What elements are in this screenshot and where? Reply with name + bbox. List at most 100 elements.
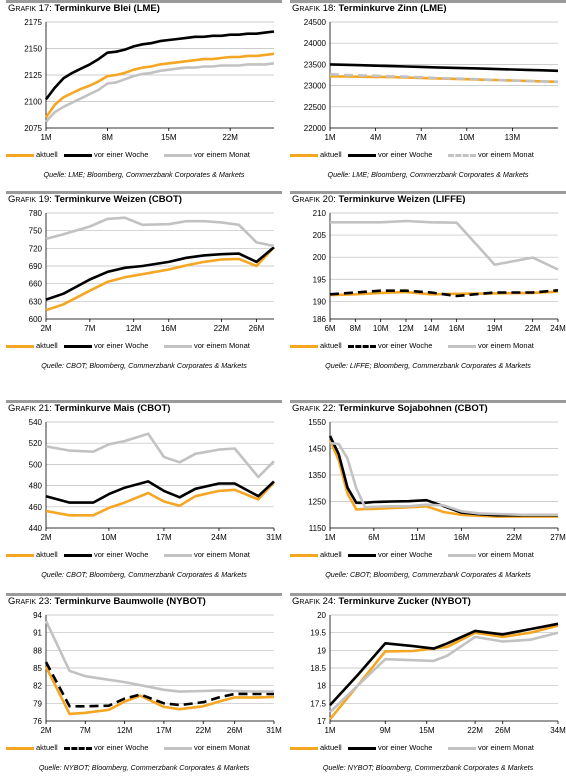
chart-title-text: Terminkurve Zucker (NYBOT) bbox=[338, 596, 471, 607]
panel-header-rule bbox=[290, 593, 566, 596]
y-tick-label: 460 bbox=[29, 503, 43, 512]
x-tick-label: 7M bbox=[416, 133, 427, 142]
chart-title-text: Terminkurve Baumwolle (NYBOT) bbox=[54, 596, 206, 607]
y-tick-label: 210 bbox=[313, 209, 327, 218]
chart-title: Grafik 20: Terminkurve Weizen (LIFFE) bbox=[292, 194, 465, 205]
chart-prefix: Grafik bbox=[292, 403, 323, 414]
series-line-2 bbox=[329, 289, 559, 298]
y-tick-label: 690 bbox=[29, 262, 43, 271]
y-tick-label: 22500 bbox=[304, 103, 327, 112]
legend-swatch bbox=[348, 154, 376, 157]
chart-source: Quelle: NYBOT; Bloomberg, Commerzbank Co… bbox=[322, 763, 534, 772]
legend-label: vor einem Monat bbox=[194, 743, 250, 752]
legend-swatch bbox=[164, 345, 192, 348]
x-tick-label: 17M bbox=[156, 533, 172, 542]
series-line-2 bbox=[44, 30, 275, 101]
chart-plot: 186 190 195 200 205 210 6M 8M 10M 12M 14M 16M 19M 22M… bbox=[313, 209, 566, 333]
y-tick-label: 17.5 bbox=[310, 699, 326, 708]
y-tick-label: 22000 bbox=[304, 124, 327, 133]
legend-swatch bbox=[448, 345, 476, 348]
chart-title: Grafik 21: Terminkurve Mais (CBOT) bbox=[8, 403, 170, 414]
y-tick-label: 20 bbox=[317, 611, 326, 620]
chart-plot: 76 79 82 85 88 91 94 2M 7M 12M 17M 22M 26M 31M bbox=[33, 611, 282, 735]
x-tick-label: 15M bbox=[419, 726, 435, 735]
panel-header-rule bbox=[6, 0, 282, 3]
series-line-2 bbox=[45, 246, 275, 301]
legend-swatch bbox=[448, 554, 476, 557]
x-tick-label: 12M bbox=[398, 324, 414, 333]
x-tick-label: 7M bbox=[80, 726, 91, 735]
legend-label: vor einem Monat bbox=[478, 550, 534, 559]
chart-title-text: Terminkurve Sojabohnen (CBOT) bbox=[338, 403, 488, 414]
x-tick-label: 22M bbox=[195, 726, 211, 735]
y-tick-label: 1350 bbox=[308, 471, 326, 480]
chart-panel-g21: Grafik 21: Terminkurve Mais (CBOT) 440 460… bbox=[6, 400, 282, 588]
legend-swatch bbox=[6, 154, 34, 157]
chart-prefix: Grafik bbox=[8, 194, 39, 205]
y-tick-label: 2100 bbox=[24, 98, 42, 107]
y-tick-label: 19.5 bbox=[310, 629, 326, 638]
x-tick-label: 1M bbox=[324, 533, 335, 542]
chart-title: Grafik 17: Terminkurve Blei (LME) bbox=[8, 3, 160, 14]
chart-source: Quelle: CBOT; Bloomberg, Commerzbank Cor… bbox=[41, 570, 247, 579]
legend-label: vor einer Woche bbox=[94, 150, 149, 159]
x-tick-label: 13M bbox=[505, 133, 521, 142]
x-tick-label: 16M bbox=[449, 324, 465, 333]
legend-label: vor einem Monat bbox=[194, 341, 250, 350]
x-tick-label: 4M bbox=[370, 133, 381, 142]
y-tick-label: 76 bbox=[33, 717, 42, 726]
legend-label: aktuell bbox=[320, 743, 342, 752]
legend-swatch bbox=[64, 554, 92, 557]
legend-label: vor einem Monat bbox=[194, 150, 250, 159]
x-tick-label: 27M bbox=[550, 533, 566, 542]
y-tick-label: 520 bbox=[29, 439, 43, 448]
legend-swatch bbox=[6, 345, 34, 348]
chart-plot: 1150 1250 1350 1450 1550 1M 6M 11M 16M 22M 27M bbox=[308, 418, 566, 542]
x-tick-label: 6M bbox=[368, 533, 379, 542]
y-tick-label: 190 bbox=[313, 297, 327, 306]
panel-header-rule bbox=[290, 0, 566, 3]
chart-number: 20: bbox=[322, 194, 339, 205]
legend-swatch bbox=[448, 747, 476, 750]
y-tick-label: 94 bbox=[33, 611, 42, 620]
legend-swatch bbox=[448, 154, 476, 157]
legend-label: vor einem Monat bbox=[478, 341, 534, 350]
series-line-2 bbox=[44, 661, 274, 708]
legend-swatch bbox=[348, 345, 376, 348]
y-tick-label: 500 bbox=[29, 460, 43, 469]
y-tick-label: 780 bbox=[29, 209, 43, 218]
chart-source: Quelle: CBOT; Bloomberg, Commerzbank Cor… bbox=[325, 570, 531, 579]
x-tick-label: 10M bbox=[373, 324, 389, 333]
legend-swatch bbox=[348, 747, 376, 750]
x-tick-label: 2M bbox=[40, 324, 51, 333]
y-tick-label: 24500 bbox=[304, 18, 327, 27]
y-tick-label: 205 bbox=[313, 231, 327, 240]
y-tick-label: 18.5 bbox=[310, 664, 326, 673]
legend-swatch bbox=[290, 554, 318, 557]
x-tick-label: 1M bbox=[324, 133, 335, 142]
x-tick-label: 8M bbox=[350, 324, 361, 333]
y-tick-label: 2125 bbox=[24, 71, 42, 80]
series-line-3 bbox=[45, 432, 275, 479]
y-tick-label: 2150 bbox=[24, 45, 42, 54]
legend-swatch bbox=[290, 154, 318, 157]
chart-number: 21: bbox=[38, 403, 55, 414]
series-line-3 bbox=[44, 620, 274, 693]
series-line-1 bbox=[44, 666, 275, 716]
chart-title: Grafik 18: Terminkurve Zinn (LME) bbox=[292, 3, 447, 14]
legend-swatch bbox=[164, 154, 192, 157]
x-tick-label: 12M bbox=[117, 726, 133, 735]
legend-swatch bbox=[348, 554, 376, 557]
legend-label: aktuell bbox=[320, 550, 342, 559]
legend-label: vor einer Woche bbox=[378, 341, 433, 350]
x-tick-label: 24M bbox=[211, 533, 227, 542]
chart-plot: 600 630 660 690 720 750 780 2M 7M 12M 16M 22M 26M bbox=[29, 209, 275, 333]
legend-swatch bbox=[164, 747, 192, 750]
x-tick-label: 14M bbox=[424, 324, 440, 333]
legend-swatch bbox=[6, 747, 34, 750]
chart-panel-g24: Grafik 24: Terminkurve Zucker (NYBOT) 17 1… bbox=[290, 593, 566, 781]
series-line-3 bbox=[329, 441, 558, 517]
chart-title: Grafik 19: Terminkurve Weizen (CBOT) bbox=[8, 194, 182, 205]
chart-panel-g20: Grafik 20: Terminkurve Weizen (LIFFE) 186… bbox=[290, 191, 566, 379]
chart-prefix: Grafik bbox=[292, 194, 323, 205]
